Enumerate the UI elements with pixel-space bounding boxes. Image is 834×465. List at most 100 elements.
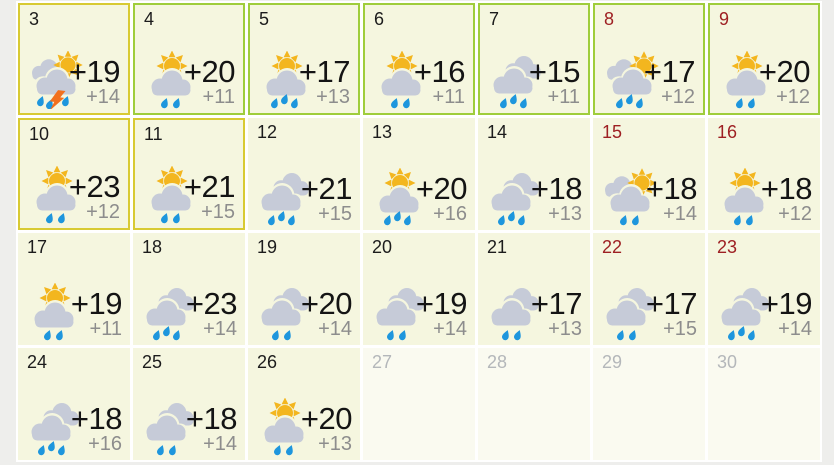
forecast-content: +18 +13 [484,164,583,226]
day-number: 10 [29,124,50,144]
forecast-content: +19 +14 [714,279,813,341]
day-temp: +19 [70,286,123,321]
day-cell-15[interactable]: 15 +18 +14 [593,118,705,230]
day-cell-25[interactable]: 25 +18 +14 [133,348,245,460]
day-number: 17 [27,237,48,257]
forecast-content: +20 +11 [141,47,236,109]
night-temp: +13 [548,318,582,340]
day-cell-14[interactable]: 14 +18 +13 [478,118,590,230]
night-temp: +11 [202,86,235,108]
night-temp: +14 [663,203,697,225]
day-temp: +23 [68,169,121,204]
day-number: 5 [259,9,270,29]
forecast-content: +17 +12 [601,47,696,109]
day-cell-4[interactable]: 4 +20 +11 [133,3,245,115]
day-temp: +19 [68,54,121,89]
temperatures: +23 +14 [186,288,238,340]
day-number: 21 [487,237,508,257]
temperatures: +18 +16 [70,401,123,455]
temperatures: +18 +14 [645,171,698,225]
day-cell-12[interactable]: 12 +21 +15 [248,118,360,230]
day-cell-16[interactable]: 16 +18 +12 [708,118,820,230]
day-cell-20[interactable]: 20 +19 +14 [363,233,475,345]
night-temp: +14 [203,318,237,340]
day-cell-3[interactable]: 3 +19 +14 [18,3,130,115]
forecast-content: +17 +13 [256,47,351,109]
day-number: 20 [372,237,393,257]
day-cell-13[interactable]: 13 +20 +16 [363,118,475,230]
day-number: 3 [29,9,40,29]
day-cell-24[interactable]: 24 +18 +16 [18,348,130,460]
temperatures: +21 +15 [183,169,236,223]
day-cell-10[interactable]: 10 +23 +12 [18,118,130,230]
night-temp: +15 [663,318,697,340]
night-temp: +13 [316,86,350,108]
day-number: 12 [257,122,278,142]
day-number: 16 [717,122,738,142]
day-cell-8[interactable]: 8 +17 +12 [593,3,705,115]
temperatures: +15 +11 [529,56,581,108]
day-cell-9[interactable]: 9 +20 +12 [708,3,820,115]
day-temp: +20 [415,171,468,206]
day-cell-19[interactable]: 19 +20 +14 [248,233,360,345]
day-cell-5[interactable]: 5 +17 +13 [248,3,360,115]
night-temp: +12 [778,203,812,225]
forecast-content: +17 +15 [599,279,698,341]
night-temp: +15 [318,203,352,225]
day-number: 7 [489,9,500,29]
day-temp: +20 [183,54,236,89]
day-cell-21[interactable]: 21 +17 +13 [478,233,590,345]
temperatures: +16 +11 [414,56,466,108]
temperatures: +20 +16 [415,171,468,225]
temperatures: +19 +14 [68,54,121,108]
day-cell-23[interactable]: 23 +19 +14 [708,233,820,345]
night-temp: +11 [89,318,122,340]
day-number: 18 [142,237,163,257]
day-temp: +18 [70,401,123,436]
night-temp: +14 [86,86,120,108]
temperatures: +17 +15 [646,288,698,340]
day-temp: +21 [300,171,353,206]
forecast-content: +20 +12 [716,47,811,109]
forecast-content: +20 +14 [254,279,353,341]
forecast-content: +19 +14 [26,47,121,109]
forecast-content: +18 +14 [599,164,698,226]
forecast-content: +15 +11 [486,47,581,109]
day-number: 30 [717,352,738,372]
day-temp: +19 [760,286,813,321]
day-cell-6[interactable]: 6 +16 +11 [363,3,475,115]
night-temp: +12 [86,201,120,223]
temperatures: +23 +12 [68,169,121,223]
forecast-content: +18 +12 [714,164,813,226]
temperatures: +19 +14 [416,288,468,340]
day-temp: +21 [183,169,236,204]
night-temp: +14 [778,318,812,340]
day-cell-22[interactable]: 22 +17 +15 [593,233,705,345]
night-temp: +14 [433,318,467,340]
forecast-content: +20 +16 [369,164,468,226]
day-cell-17[interactable]: 17 +19 +11 [18,233,130,345]
day-cell-11[interactable]: 11 +21 +15 [133,118,245,230]
forecast-content: +20 +13 [254,394,353,456]
day-temp: +20 [300,401,353,436]
forecast-content: +23 +12 [26,162,121,224]
night-temp: +13 [548,203,582,225]
day-temp: +18 [760,171,813,206]
day-temp: +18 [645,171,698,206]
day-number: 14 [487,122,508,142]
forecast-content: +18 +16 [24,394,123,456]
day-cell-29: 29 [593,348,705,460]
forecast-content: +16 +11 [371,47,466,109]
day-number: 23 [717,237,738,257]
day-number: 6 [374,9,385,29]
temperatures: +17 +13 [531,288,583,340]
day-number: 24 [27,352,48,372]
forecast-grid: 3 +19 +14 4 +20 +11 5 +17 +13 6 [18,3,820,460]
day-number: 11 [144,124,163,144]
night-temp: +15 [201,201,235,223]
day-cell-26[interactable]: 26 +20 +13 [248,348,360,460]
day-cell-18[interactable]: 18 +23 +14 [133,233,245,345]
day-temp: +18 [185,401,238,436]
day-cell-7[interactable]: 7 +15 +11 [478,3,590,115]
temperatures: +20 +14 [301,288,353,340]
